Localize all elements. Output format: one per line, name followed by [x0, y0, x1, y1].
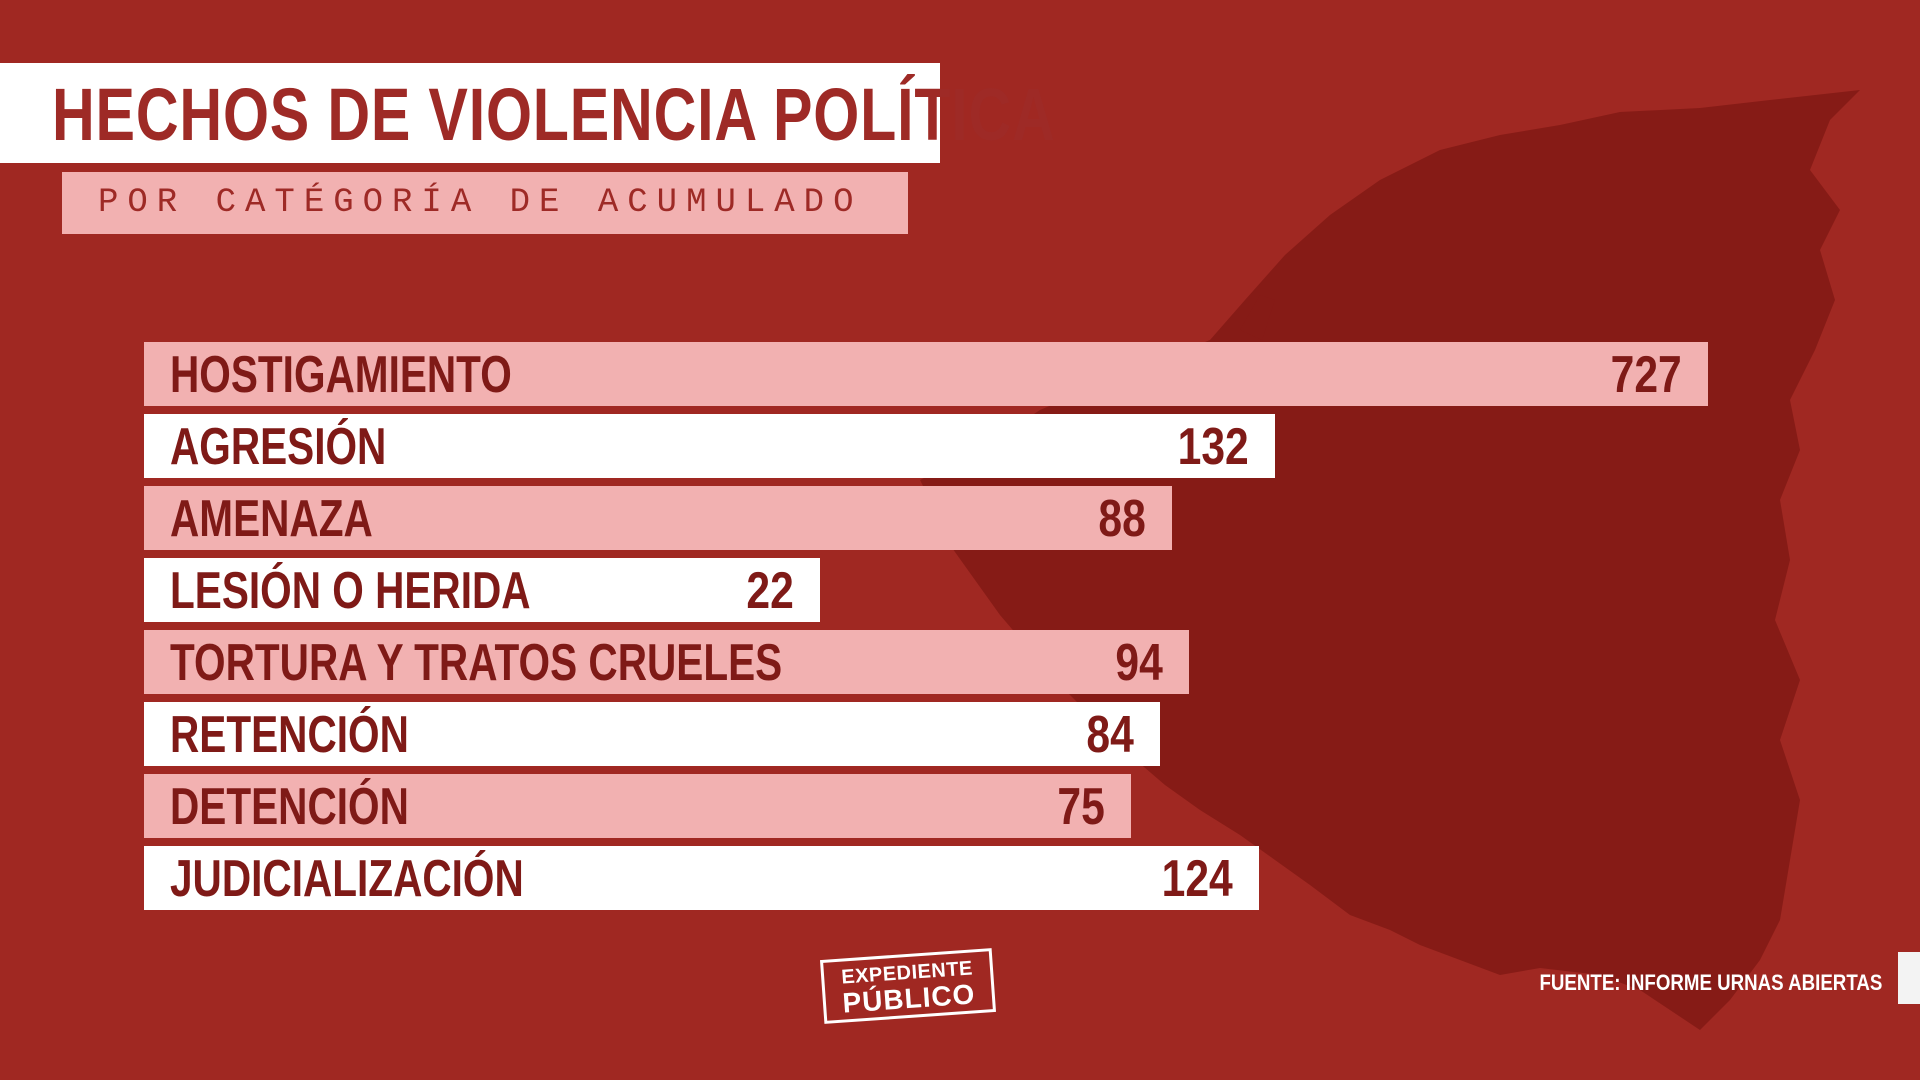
- bar-label: AGRESIÓN: [170, 418, 387, 476]
- bar-label: RETENCIÓN: [170, 706, 409, 764]
- bar-1: HOSTIGAMIENTO 727: [144, 342, 1708, 406]
- bar-3: AMENAZA 88: [144, 486, 1172, 550]
- bar-value-label: 94: [1115, 634, 1163, 692]
- bar-value-label: 84: [1086, 706, 1134, 764]
- source-tab-decoration: [1898, 952, 1920, 1004]
- page-subtitle: POR CATÉGORÍA DE ACUMULADO: [98, 184, 863, 222]
- bar-value-label: 124: [1161, 850, 1233, 908]
- bar-label: TORTURA Y TRATOS CRUELES: [170, 634, 783, 692]
- page-title: HECHOS DE VIOLENCIA POLÍTICA: [52, 73, 1056, 156]
- bar-2: AGRESIÓN 132: [144, 414, 1275, 478]
- bar-7: DETENCIÓN 75: [144, 774, 1131, 838]
- source-note: FUENTE: INFORME URNAS ABIERTAS: [1539, 970, 1882, 995]
- expediente-publico-logo: EXPEDIENTE PÚBLICO: [819, 948, 997, 1024]
- bar-label: JUDICIALIZACIÓN: [170, 850, 524, 908]
- bar-label: AMENAZA: [170, 490, 373, 548]
- bar-label: HOSTIGAMIENTO: [170, 346, 512, 404]
- bar-4: LESIÓN O HERIDA 22: [144, 558, 820, 622]
- bar-6: RETENCIÓN 84: [144, 702, 1160, 766]
- bar-value-label: 22: [746, 562, 794, 620]
- title-banner: HECHOS DE VIOLENCIA POLÍTICA: [0, 63, 1055, 163]
- bar-5: TORTURA Y TRATOS CRUELES 94: [144, 630, 1189, 694]
- bar-value-label: 132: [1177, 418, 1249, 476]
- bar-label: DETENCIÓN: [170, 778, 409, 836]
- bar-value-label: 75: [1057, 778, 1105, 836]
- bar-label: LESIÓN O HERIDA: [170, 562, 531, 620]
- subtitle-banner: POR CATÉGORÍA DE ACUMULADO: [62, 172, 908, 234]
- bar-value-label: 88: [1098, 490, 1146, 548]
- bar-8: JUDICIALIZACIÓN 124: [144, 846, 1259, 910]
- bar-value-label: 727: [1610, 346, 1682, 404]
